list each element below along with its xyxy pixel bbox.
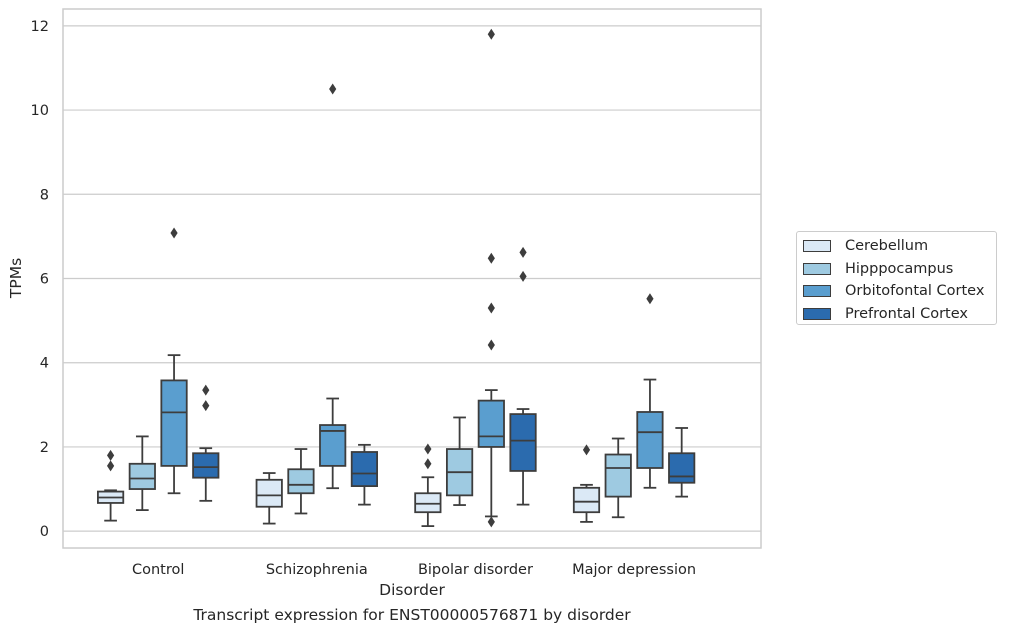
outlier-point (202, 384, 210, 396)
box-body (604, 453, 632, 498)
box-body (350, 451, 378, 487)
y-axis-label: TPMs (7, 258, 25, 299)
box-body (128, 462, 156, 490)
box-body (319, 424, 347, 467)
outlier-point (424, 458, 432, 470)
x-tick-label: Bipolar disorder (418, 562, 533, 578)
box-0-1 (128, 435, 156, 512)
y-tick-label: 0 (40, 524, 49, 540)
box-body (414, 492, 442, 514)
box-body (636, 411, 664, 469)
box-2-2 (477, 28, 505, 528)
box-body (287, 468, 315, 495)
outlier-point (170, 227, 178, 239)
outlier-point (519, 246, 527, 258)
legend-swatch (803, 285, 831, 298)
x-tick-label: Control (132, 562, 184, 578)
y-tick-label: 10 (31, 103, 49, 119)
legend-item: Orbitofontal Cortex (803, 280, 996, 303)
outlier-point (424, 443, 432, 455)
box-0-3 (192, 384, 220, 502)
outlier-point (106, 460, 115, 472)
legend-item: Cerebellum (803, 235, 996, 258)
outlier-point (582, 444, 591, 456)
box-2-0 (414, 443, 442, 528)
x-axis-ticks: Control Schizophrenia Bipolar disorder Majo… (132, 562, 696, 578)
outlier-point (487, 302, 495, 314)
box-3-2 (636, 293, 664, 489)
box-body (160, 379, 188, 467)
legend-label: Prefrontal Cortex (845, 305, 968, 322)
legend-label: Cerebellum (845, 238, 929, 255)
y-axis-ticks: 0 2 4 6 8 10 12 (31, 19, 49, 540)
box-body (668, 452, 696, 484)
box-0-2 (160, 227, 188, 495)
box-body (192, 452, 220, 479)
x-tick-label: Schizophrenia (266, 562, 368, 578)
outlier-point (202, 400, 210, 412)
outlier-point (487, 339, 495, 351)
plot-frame (62, 8, 762, 549)
outlier-point (487, 252, 495, 264)
y-tick-label: 12 (31, 19, 49, 35)
box-1-2 (319, 83, 347, 490)
y-tick-label: 4 (40, 356, 49, 372)
box-body (572, 486, 601, 514)
x-axis-label: Disorder (379, 581, 445, 599)
box-3-3 (668, 427, 696, 498)
box-body (477, 399, 505, 448)
legend-swatch (803, 262, 831, 275)
outlier-point (646, 293, 654, 305)
legend-label: Orbitofontal Cortex (845, 283, 985, 300)
outlier-point (519, 270, 527, 282)
box-1-1 (287, 448, 315, 515)
legend-label: Hipppocampus (845, 260, 954, 277)
box-2-1 (445, 416, 474, 506)
legend-swatch (803, 240, 831, 253)
outlier-point (487, 516, 495, 528)
y-tick-label: 2 (40, 440, 49, 456)
legend: Cerebellum Hipppocampus Orbitofontal Corte… (796, 231, 997, 325)
box-1-3 (350, 443, 378, 506)
y-tick-label: 8 (40, 187, 49, 203)
box-2-3 (509, 246, 537, 506)
legend-item: Prefrontal Cortex (803, 303, 996, 326)
outlier-point (487, 28, 495, 40)
chart-caption: Transcript expression for ENST0000057687… (193, 606, 631, 624)
outlier-point (329, 83, 337, 95)
box-1-0 (255, 472, 283, 525)
box-0-0 (97, 449, 125, 522)
y-tick-label: 6 (40, 272, 49, 288)
box-body (509, 413, 537, 472)
x-tick-label: Major depression (572, 562, 696, 578)
box-body (255, 478, 283, 508)
box-plot-marks (97, 28, 696, 528)
box-3-1 (604, 437, 632, 519)
legend-swatch (803, 307, 831, 320)
legend-item: Hipppocampus (803, 258, 996, 281)
outlier-point (106, 449, 115, 461)
box-3-0 (572, 444, 601, 523)
